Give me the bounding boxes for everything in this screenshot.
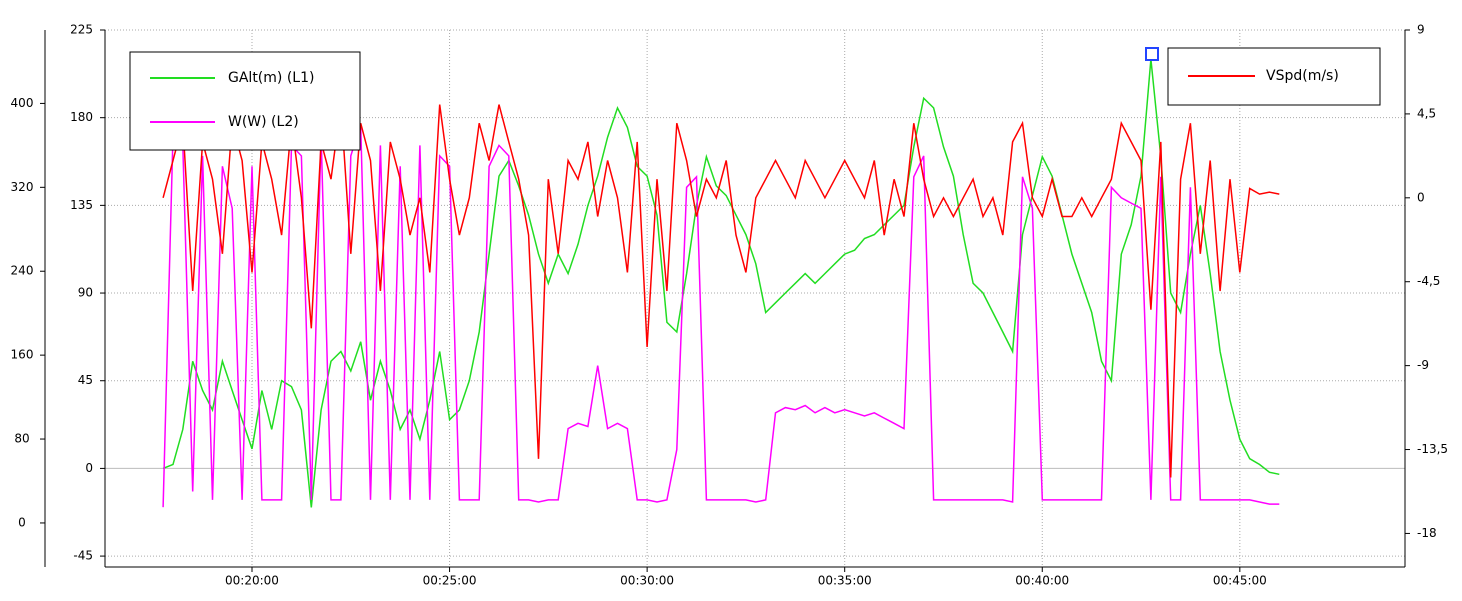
y2-tick-label: -9 [1417, 358, 1429, 372]
y3-tick-label: 240 [11, 264, 34, 278]
series-line [162, 124, 1280, 508]
series-line [162, 59, 1280, 508]
y3-tick-label: 160 [11, 348, 34, 362]
series-line [162, 104, 1280, 478]
y2-tick-label: 4,5 [1417, 106, 1436, 120]
y2-tick-label: -4,5 [1417, 274, 1440, 288]
y-tick-label: 45 [78, 373, 93, 387]
x-tick-label: 00:25:00 [423, 574, 477, 588]
y3-tick-label: 320 [11, 180, 34, 194]
legend-label: W(W) (L2) [228, 114, 299, 130]
y3-tick-label: 400 [11, 96, 34, 110]
y-tick-label: -45 [73, 549, 93, 563]
y-tick-label: 180 [70, 110, 93, 124]
x-tick-label: 00:45:00 [1213, 574, 1267, 588]
x-tick-label: 00:40:00 [1015, 574, 1069, 588]
cursor-marker [1145, 47, 1159, 61]
y2-tick-label: -18 [1417, 526, 1437, 540]
y2-tick-label: 9 [1417, 23, 1425, 37]
y-tick-label: 90 [78, 286, 93, 300]
grid [105, 29, 1405, 567]
y2-tick-label: 0 [1417, 190, 1425, 204]
legend-label: GAlt(m) (L1) [228, 70, 314, 86]
y2-tick-label: -13,5 [1417, 442, 1448, 456]
x-tick-label: 00:20:00 [225, 574, 279, 588]
x-tick-label: 00:30:00 [620, 574, 674, 588]
y3-tick-label: 0 [18, 515, 26, 529]
legend-label: VSpd(m/s) [1266, 68, 1339, 84]
y-tick-label: 135 [70, 198, 93, 212]
x-tick-label: 00:35:00 [818, 574, 872, 588]
legend: GAlt(m) (L1) W(W) (L2) VSpd(m/s) [129, 47, 1381, 151]
legend-box [129, 51, 361, 151]
y-tick-label: 0 [85, 461, 93, 475]
y-tick-label: 225 [70, 23, 93, 37]
y3-tick-label: 80 [14, 432, 29, 446]
plot-area [162, 59, 1280, 508]
